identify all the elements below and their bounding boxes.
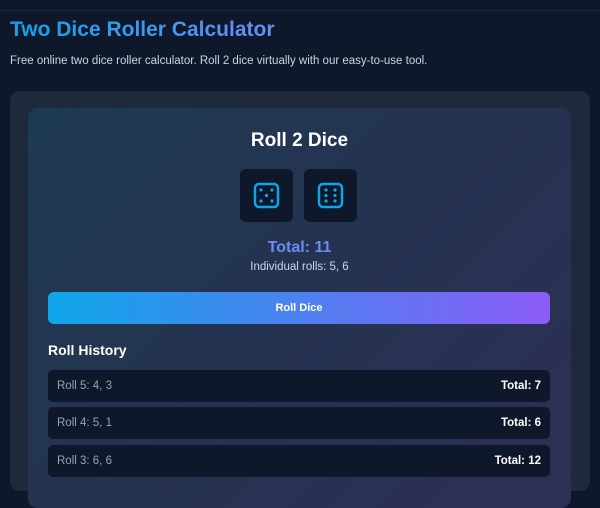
history-roll: Roll 4: 5, 1 (57, 417, 112, 429)
die-1 (240, 169, 293, 222)
history-row: Roll 4: 5, 1 Total: 6 (48, 407, 550, 439)
history-total: Total: 7 (500, 380, 541, 392)
history-row: Roll 3: 6, 6 Total: 12 (48, 445, 550, 477)
pip (333, 199, 337, 203)
roll-history-title: Roll History (48, 342, 127, 358)
die-2 (304, 169, 357, 222)
roll-dice-button[interactable]: Roll Dice (48, 292, 550, 324)
die-face-icon (317, 182, 344, 209)
pip (324, 188, 328, 192)
die-face-icon (253, 182, 280, 209)
history-roll: Roll 5: 4, 3 (57, 380, 112, 392)
pip (264, 193, 269, 198)
calculator-container: Roll 2 Dice Total: 11 Individual rolls: … (10, 91, 590, 508)
history-total: Total: 12 (494, 455, 541, 467)
page-description: Free online two dice roller calculator. … (10, 55, 428, 67)
roller-title: Roll 2 Dice (250, 130, 349, 151)
pip (324, 199, 328, 203)
pip (333, 193, 337, 198)
history-total: Total: 6 (500, 417, 541, 429)
individual-rolls: Individual rolls: 5, 6 (250, 261, 349, 273)
page-title: Two Dice Roller Calculator (10, 18, 275, 41)
pip (324, 193, 328, 198)
pip (259, 188, 263, 192)
total-value: Total: 11 (267, 239, 332, 256)
pip (333, 188, 337, 192)
history-row: Roll 5: 4, 3 Total: 7 (48, 370, 550, 402)
dice-roller-card: Roll 2 Dice Total: 11 Individual rolls: … (28, 108, 571, 508)
pip (270, 188, 274, 192)
history-roll: Roll 3: 6, 6 (57, 455, 112, 467)
pip (259, 199, 263, 203)
pip (270, 199, 274, 203)
top-bar (0, 0, 600, 11)
